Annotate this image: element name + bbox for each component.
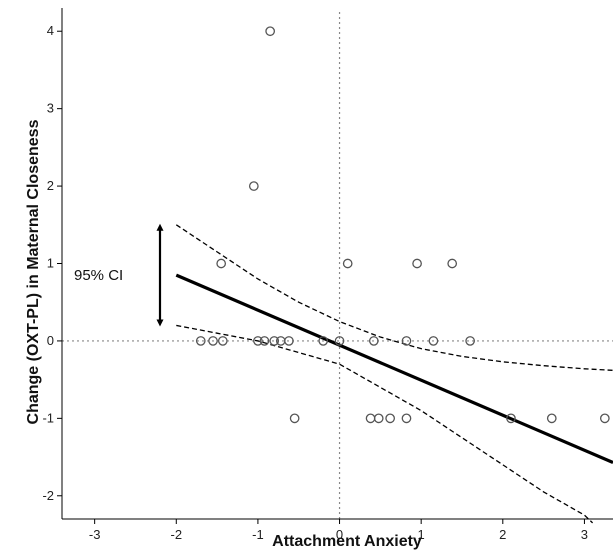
y-axis-title: Change (OXT-PL) in Maternal Closeness [25,119,42,424]
data-point [217,336,228,346]
y-tick-label: 1 [47,256,54,271]
data-point [401,413,412,424]
data-point [428,336,439,346]
data-point [195,336,206,346]
ci-upper-line [175,224,613,371]
ci-arrow-top [156,223,164,231]
data-point [248,181,259,191]
data-point [253,336,263,346]
data-point [465,336,475,346]
x-tick-label: 1 [418,527,425,542]
ci-lower-line [176,324,594,524]
y-tick-label: 4 [47,23,54,38]
data-point [506,413,516,424]
y-tick-label: 0 [47,333,54,348]
data-points [195,26,610,424]
ci-label: 95% CI [74,267,123,284]
x-tick-label: 0 [336,527,343,542]
ci-arrow-bottom [156,319,164,327]
data-point [599,413,610,424]
x-axis-title: Attachment Anxiety [272,533,422,550]
data-point [216,258,227,269]
regression-line [175,273,613,464]
data-point [265,26,276,37]
regression-line-group [175,273,613,464]
axes: -2 -1 0 1 2 3 4 -3 -2 -1 0 1 2 3 [42,8,613,542]
reference-lines [62,12,613,519]
data-point [269,336,280,346]
data-point [447,258,458,269]
x-tick-label: -2 [171,527,183,542]
data-point [365,413,376,424]
x-tick-label: -3 [89,527,101,542]
data-point [546,413,557,424]
confidence-band [175,224,613,524]
data-point [373,413,384,424]
x-tick-label: -1 [252,527,264,542]
data-point [284,336,294,346]
data-point [259,336,270,346]
y-tick-label: -1 [42,410,54,425]
data-point [401,336,412,346]
data-point [208,336,218,346]
x-tick-label: 2 [499,527,506,542]
data-point [368,336,379,346]
y-tick-label: -2 [42,488,54,503]
data-point [412,258,422,269]
y-tick-label: 2 [47,178,54,193]
data-point [318,336,329,346]
data-point [342,258,353,269]
data-point [334,336,345,346]
data-point [385,413,396,424]
x-tick-label: 3 [581,527,588,542]
y-tick-label: 3 [47,101,54,116]
data-point [289,413,300,424]
ci-annotation: 95% CI [74,223,164,327]
